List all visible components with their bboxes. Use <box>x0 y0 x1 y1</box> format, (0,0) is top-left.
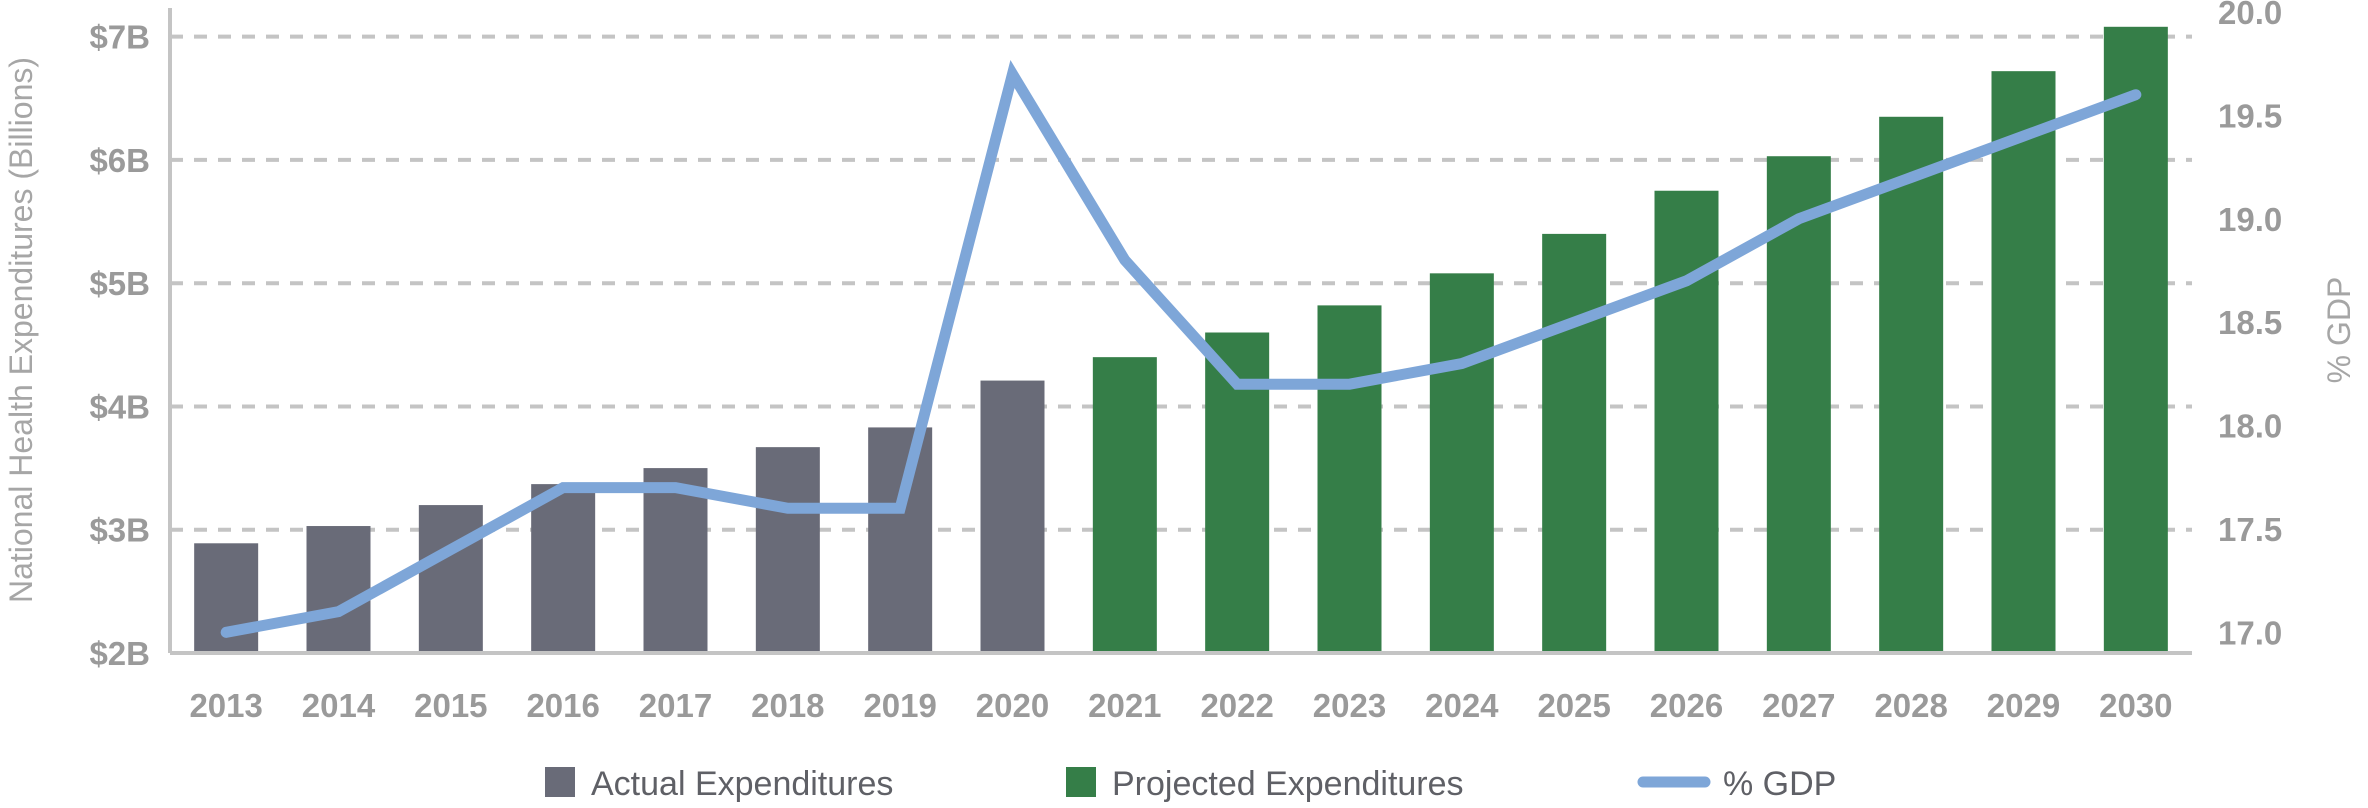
left-axis-title: National Health Expenditures (Billions) <box>3 57 39 603</box>
bar-projected <box>1879 116 1944 653</box>
x-tick-label: 2016 <box>526 687 599 724</box>
bar-projected <box>1991 71 2056 653</box>
gdp-point <box>1236 383 1239 386</box>
x-axis-ticks: 2013 2014 2015 2016 2017 2018 2019 2020 2021 2022… <box>189 687 2172 724</box>
bar-projected <box>1766 156 1831 653</box>
bar-actual <box>980 380 1045 653</box>
y-tick-label: $3B <box>89 512 150 549</box>
bars <box>194 26 2168 654</box>
legend-swatch-projected <box>1066 767 1096 797</box>
gdp-point <box>225 631 228 634</box>
legend: Actual Expenditures Projected Expenditur… <box>545 765 1836 803</box>
gdp-point <box>1123 259 1126 262</box>
gdp-point <box>449 548 452 551</box>
legend-swatch-actual <box>545 767 575 797</box>
y-tick-label: $7B <box>89 19 150 56</box>
gdp-line <box>220 59 2142 638</box>
x-tick-label: 2027 <box>1762 687 1835 724</box>
bar-projected <box>1092 357 1157 653</box>
y2-tick-label: 19.5 <box>2218 97 2282 134</box>
gdp-point <box>674 486 677 489</box>
x-tick-label: 2028 <box>1874 687 1947 724</box>
x-tick-label: 2026 <box>1650 687 1723 724</box>
bar-actual <box>868 427 933 653</box>
y2-tick-label: 18.5 <box>2218 304 2282 341</box>
y2-tick-label: 17.0 <box>2218 614 2282 651</box>
y-tick-label: $4B <box>89 388 150 425</box>
y-tick-label: $5B <box>89 265 150 302</box>
gdp-point <box>1573 321 1576 324</box>
x-tick-label: 2021 <box>1088 687 1161 724</box>
x-tick-label: 2024 <box>1425 687 1499 724</box>
gdp-point <box>1348 383 1351 386</box>
gridlines <box>170 34 2192 532</box>
bar-projected <box>1429 273 1494 653</box>
left-axis-ticks: $7B $6B $5B $4B $3B $2B <box>89 19 150 672</box>
legend-label-projected: Projected Expenditures <box>1112 765 1464 803</box>
x-tick-label: 2025 <box>1537 687 1610 724</box>
y-tick-label: $2B <box>89 635 150 672</box>
bar-projected <box>1317 305 1382 653</box>
bar-actual <box>643 468 708 653</box>
gdp-point <box>2022 135 2025 138</box>
y-tick-label: $6B <box>89 142 150 179</box>
bar-projected <box>1654 190 1719 653</box>
axes <box>168 8 2192 655</box>
gdp-point <box>2134 93 2137 96</box>
gdp-point <box>1011 73 1014 76</box>
gdp-point <box>337 610 340 613</box>
bar-actual <box>755 447 820 653</box>
gdp-point <box>1797 217 1800 220</box>
bar-actual <box>531 484 596 653</box>
x-tick-label: 2020 <box>976 687 1049 724</box>
y2-tick-label: 20.0 <box>2218 0 2282 31</box>
gdp-point <box>786 507 789 510</box>
bar-projected <box>1542 233 1607 653</box>
right-axis-ticks: 20.0 19.5 19.0 18.5 18.0 17.5 17.0 <box>2218 0 2282 651</box>
gdp-point <box>562 486 565 489</box>
x-tick-label: 2023 <box>1313 687 1386 724</box>
x-tick-label: 2019 <box>863 687 936 724</box>
gdp-point <box>1910 176 1913 179</box>
x-tick-label: 2022 <box>1200 687 1273 724</box>
y2-tick-label: 18.0 <box>2218 408 2282 445</box>
x-tick-label: 2015 <box>414 687 487 724</box>
x-tick-label: 2029 <box>1987 687 2060 724</box>
x-tick-label: 2018 <box>751 687 824 724</box>
x-tick-label: 2014 <box>302 687 376 724</box>
bar-projected <box>2103 26 2168 654</box>
x-tick-label: 2030 <box>2099 687 2172 724</box>
gdp-point <box>1460 362 1463 365</box>
right-axis-title: % GDP <box>2321 277 2357 384</box>
gdp-point <box>899 507 902 510</box>
x-tick-label: 2013 <box>189 687 262 724</box>
bar-actual <box>306 526 371 653</box>
y2-tick-label: 19.0 <box>2218 201 2282 238</box>
bar-actual <box>418 505 483 653</box>
gdp-line-group <box>220 59 2142 638</box>
y2-tick-label: 17.5 <box>2218 511 2282 548</box>
legend-label-gdp: % GDP <box>1723 765 1836 803</box>
gdp-point <box>1685 279 1688 282</box>
legend-label-actual: Actual Expenditures <box>591 765 893 803</box>
x-tick-label: 2017 <box>639 687 712 724</box>
